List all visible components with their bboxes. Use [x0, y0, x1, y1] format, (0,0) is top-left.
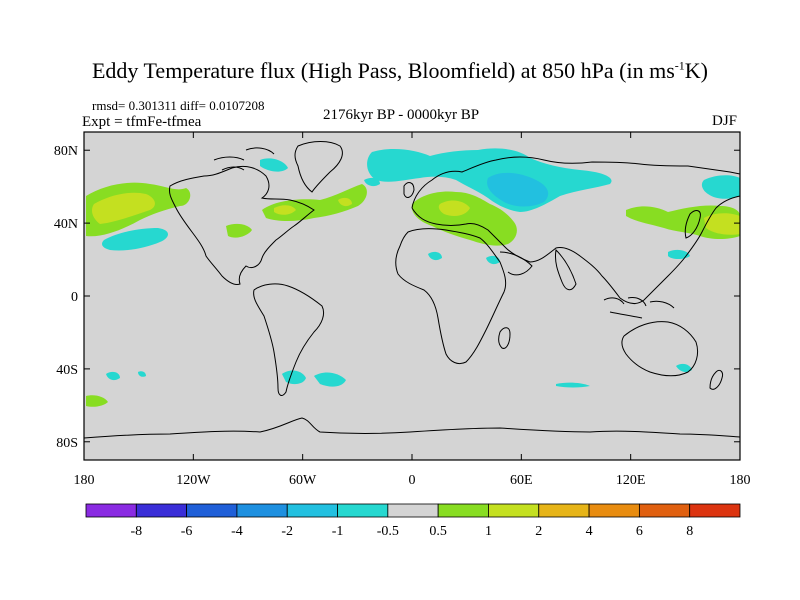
- anomaly-patch-green: [226, 223, 252, 238]
- colorbar-label: 8: [686, 524, 693, 539]
- anomaly-patch-cyan: [314, 372, 346, 387]
- colorbar-swatch: [135, 503, 188, 518]
- anomaly-patch-cyan: [106, 371, 120, 381]
- lon-tick-label: 60W: [289, 473, 317, 488]
- lat-tick-label: 80S: [56, 436, 78, 451]
- anomaly-patch-cyan: [428, 251, 442, 261]
- experiment-label: Expt = tfmFe-tfmea: [82, 114, 202, 130]
- colorbar-swatch: [488, 503, 540, 518]
- colorbar-label: -6: [181, 524, 193, 539]
- plot-title: Eddy Temperature flux (High Pass, Bloomf…: [0, 58, 800, 84]
- colorbar-label: -0.5: [377, 524, 399, 539]
- colorbar-swatch: [286, 503, 338, 518]
- lon-tick-label: 180: [730, 473, 751, 488]
- title-main: Eddy Temperature flux (High Pass, Bloomf…: [91, 58, 675, 83]
- coastline-uk: [403, 182, 415, 198]
- colorbar-swatch: [638, 503, 691, 518]
- coastline-madagascar: [498, 327, 511, 349]
- coastline-africa: [395, 228, 507, 365]
- anomaly-patch-cyan: [260, 158, 288, 172]
- colorbar-label: -8: [130, 524, 142, 539]
- anomaly-patch-yellow: [438, 200, 470, 216]
- lat-tick-label: 80N: [54, 144, 78, 159]
- anomaly-patch-cyan: [676, 363, 692, 373]
- anomaly-patch-cyan: [668, 249, 690, 259]
- lon-tick-label: 0: [409, 473, 416, 488]
- colorbar-label: 1: [485, 524, 492, 539]
- anomaly-patch-yellow: [704, 213, 740, 235]
- anomaly-patch-yellow: [92, 192, 155, 224]
- colorbar-label: -2: [281, 524, 293, 539]
- colorbar-swatch: [236, 503, 288, 518]
- colorbar-label: 0.5: [429, 524, 447, 539]
- latitude-axis: 80N 40N 0 40S 80S: [54, 144, 740, 451]
- anomaly-patch-cyan: [102, 228, 168, 251]
- map-panel: 180 120W 60W 0 60E 120E 180 80N 40N 0 40S 80S: [54, 131, 751, 488]
- coastline-eurasia: [411, 156, 741, 305]
- coastline-antarctica: [83, 417, 741, 439]
- coastline-greenland: [294, 141, 343, 193]
- period-label: 2176kyr BP - 0000kyr BP: [323, 107, 480, 123]
- coastline-australia: [621, 321, 699, 377]
- colorbar-swatch: [689, 503, 741, 518]
- anomaly-patch-cyan: [138, 371, 146, 377]
- colorbar-label: 2: [535, 524, 542, 539]
- colorbar-swatch: [538, 503, 590, 518]
- coastline-north-america: [169, 165, 315, 285]
- lon-tick-label: 120E: [616, 473, 646, 488]
- statistics-label: rmsd= 0.301311 diff= 0.0107208: [92, 98, 265, 113]
- anomaly-patches: [86, 148, 740, 407]
- anomaly-patch-green: [86, 395, 108, 407]
- colorbar-swatch: [85, 503, 137, 518]
- anomaly-patch-light-cyan: [487, 172, 549, 207]
- coastline-japan: [684, 210, 701, 239]
- coastlines: [83, 141, 741, 439]
- colorbar-swatch: [437, 503, 489, 518]
- title-end: K): [684, 58, 708, 83]
- anomaly-patch-cyan: [701, 175, 740, 199]
- colorbar: -8 -6 -4 -2 -1 -0.5 0.5 1 2 4 6 8: [85, 503, 741, 539]
- coastline-canadian-archipelago: [213, 147, 275, 171]
- longitude-axis: 180 120W 60W 0 60E 120E 180: [74, 132, 751, 488]
- lat-tick-label: 0: [71, 290, 78, 305]
- anomaly-patch-yellow: [338, 197, 352, 207]
- coastline-new-zealand: [709, 369, 723, 390]
- coastline-arabia-india: [499, 248, 577, 291]
- lon-tick-label: 180: [74, 473, 95, 488]
- colorbar-label: 6: [636, 524, 643, 539]
- anomaly-patch-cyan: [556, 382, 590, 388]
- lat-tick-label: 40N: [54, 217, 78, 232]
- lon-tick-label: 60E: [510, 473, 533, 488]
- colorbar-swatch: [588, 503, 640, 518]
- map-background: [84, 132, 740, 460]
- coastline-southeast-asia-islands: [603, 297, 675, 319]
- colorbar-swatch: [387, 503, 439, 518]
- lat-tick-label: 40S: [56, 363, 78, 378]
- season-label: DJF: [712, 113, 738, 129]
- colorbar-swatch: [337, 503, 389, 518]
- colorbar-label: -4: [231, 524, 243, 539]
- anomaly-patch-cyan: [282, 370, 306, 385]
- lon-tick-label: 120W: [176, 473, 211, 488]
- colorbar-label: 4: [586, 524, 593, 539]
- anomaly-patch-yellow: [274, 205, 296, 215]
- colorbar-swatch: [186, 503, 238, 518]
- coastline-south-america: [253, 283, 325, 396]
- colorbar-label: -1: [332, 524, 344, 539]
- title-superscript: -1: [674, 58, 685, 73]
